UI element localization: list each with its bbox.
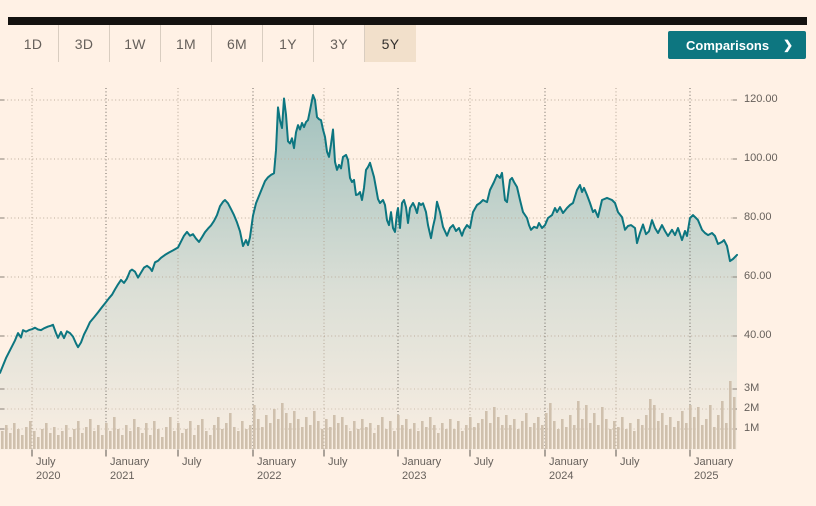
- volume-axis-label: 1M: [744, 422, 760, 434]
- range-tab-3y[interactable]: 3Y: [314, 25, 365, 62]
- range-tab-5y[interactable]: 5Y: [365, 25, 416, 62]
- top-accent-bar: [8, 17, 807, 25]
- range-tab-6m[interactable]: 6M: [212, 25, 263, 62]
- time-axis-label: July: [620, 456, 640, 468]
- time-axis-label: January 2025: [694, 456, 734, 482]
- price-axis-label: 120.00: [744, 93, 778, 105]
- time-axis-label: January 2024: [549, 456, 589, 482]
- time-axis-label: July: [474, 456, 494, 468]
- range-tab-1d[interactable]: 1D: [8, 25, 59, 62]
- volume-axis-label: 2M: [744, 402, 760, 414]
- comparisons-label: Comparisons: [686, 37, 770, 53]
- price-axis-label: 60.00: [744, 270, 772, 282]
- time-axis-label: January 2023: [402, 456, 442, 482]
- time-axis-label: July 2020: [36, 456, 61, 482]
- price-axis-label: 40.00: [744, 329, 772, 341]
- time-axis-label: July: [328, 456, 348, 468]
- price-axis-label: 80.00: [744, 211, 772, 223]
- range-tab-1m[interactable]: 1M: [161, 25, 212, 62]
- range-tab-1y[interactable]: 1Y: [263, 25, 314, 62]
- volume-axis-label: 3M: [744, 382, 760, 394]
- time-axis-label: July: [182, 456, 202, 468]
- time-axis-label: January 2021: [110, 456, 150, 482]
- range-tab-3d[interactable]: 3D: [59, 25, 110, 62]
- comparisons-button[interactable]: Comparisons ❯: [668, 31, 806, 59]
- range-tab-1w[interactable]: 1W: [110, 25, 161, 62]
- chevron-right-icon: ❯: [782, 38, 793, 52]
- range-selector: 1D 3D 1W 1M 6M 1Y 3Y 5Y: [8, 25, 416, 62]
- price-axis-label: 100.00: [744, 152, 778, 164]
- price-line: [0, 94, 738, 374]
- time-axis-label: January 2022: [257, 456, 297, 482]
- price-area-fill: [0, 95, 737, 450]
